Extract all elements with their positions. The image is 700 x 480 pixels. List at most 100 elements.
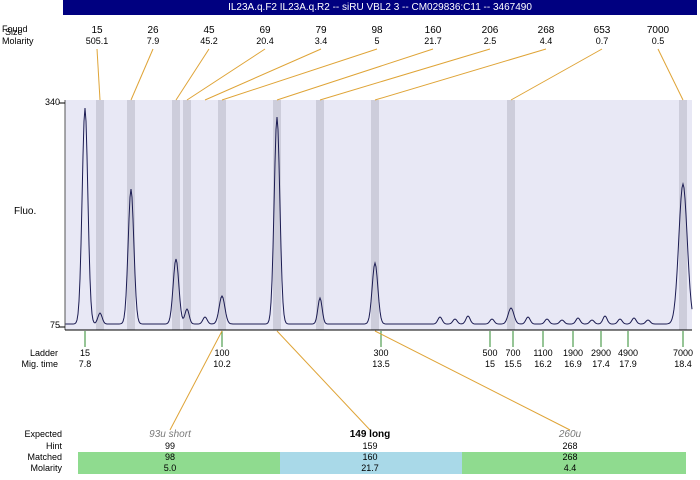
size-connector-line bbox=[657, 48, 684, 101]
molarity-label: Molarity bbox=[2, 36, 34, 46]
size-connector-line bbox=[374, 48, 547, 101]
found-size-label: 98 bbox=[371, 25, 383, 36]
fluo-axis-label: Fluo. bbox=[14, 206, 37, 217]
ladder-migtime-label: 17.4 bbox=[592, 359, 610, 369]
size-connector-line bbox=[510, 48, 603, 101]
peak-region-band bbox=[127, 100, 135, 330]
ladder-migtime-label: 13.5 bbox=[372, 359, 390, 369]
y-min-label: 75 bbox=[49, 320, 60, 330]
hint-value: 268 bbox=[562, 441, 578, 451]
found-molarity-label: 4.4 bbox=[539, 36, 553, 46]
peak-region-band bbox=[218, 100, 226, 330]
found-molarity-label: 2.5 bbox=[483, 36, 497, 46]
matched-row-bg-right bbox=[462, 452, 686, 463]
found-molarity-label: 21.7 bbox=[424, 36, 442, 46]
found-molarity-label: 45.2 bbox=[200, 36, 218, 46]
matched-row-header: Matched bbox=[27, 452, 62, 462]
ladder-size-label: 1900 bbox=[562, 348, 584, 358]
expected-row-header: Expected bbox=[24, 429, 62, 439]
found-molarity-label: 3.4 bbox=[314, 36, 328, 46]
molarity-row-header: Molarity bbox=[30, 463, 62, 473]
size-connector-line bbox=[130, 48, 154, 101]
ladder-migtime-label: 10.2 bbox=[213, 359, 231, 369]
size-connector-line bbox=[276, 48, 434, 101]
peak-region-band bbox=[183, 100, 191, 330]
hint-value: 159 bbox=[362, 441, 378, 451]
found-molarity-label: 0.5 bbox=[651, 36, 665, 46]
expected-connector-line bbox=[276, 330, 371, 431]
found-size-label: 160 bbox=[424, 25, 442, 36]
found-size-label: 206 bbox=[481, 25, 499, 36]
found-molarity-label: 20.4 bbox=[256, 36, 274, 46]
peak-region-band bbox=[96, 100, 104, 330]
matched-row-bg-middle bbox=[280, 452, 462, 463]
found-size-label: 268 bbox=[537, 25, 555, 36]
title-bar: IL23A.q.F2 IL23A.q.R2 -- siRU VBL2 3 -- … bbox=[63, 0, 697, 15]
ladder-size-label: 700 bbox=[505, 348, 521, 358]
found-molarity-label: 0.7 bbox=[595, 36, 609, 46]
size-connector-line bbox=[221, 48, 378, 101]
ladder-migtime-label: 17.9 bbox=[619, 359, 637, 369]
matched-value: 268 bbox=[562, 452, 578, 462]
peak-region-band bbox=[507, 100, 515, 330]
peak-region-band bbox=[172, 100, 180, 330]
size-connector-line bbox=[204, 48, 322, 101]
found-size-label: 79 bbox=[315, 25, 327, 36]
mig-time-row-label: Mig. time bbox=[21, 359, 58, 369]
expected-value: 149 long bbox=[349, 429, 391, 440]
found-label: Found bbox=[2, 24, 28, 34]
ladder-size-label: 15 bbox=[79, 348, 91, 358]
ladder-migtime-label: 15.5 bbox=[504, 359, 522, 369]
molarity-value: 5.0 bbox=[163, 463, 177, 473]
ladder-migtime-label: 15 bbox=[484, 359, 496, 369]
ladder-size-label: 7000 bbox=[672, 348, 694, 358]
size-connector-line bbox=[175, 48, 210, 101]
hint-value: 99 bbox=[164, 441, 176, 451]
expected-value: 260u bbox=[558, 429, 582, 440]
ladder-size-label: 4900 bbox=[617, 348, 639, 358]
expected-value: 93u short bbox=[149, 429, 191, 440]
ladder-migtime-label: 7.8 bbox=[78, 359, 92, 369]
molarity-row-bg-middle bbox=[280, 463, 462, 474]
found-size-label: 69 bbox=[259, 25, 271, 36]
ladder-size-label: 100 bbox=[214, 348, 230, 358]
size-connector-line bbox=[319, 48, 491, 101]
found-size-label: 26 bbox=[147, 25, 159, 36]
found-size-label: 653 bbox=[593, 25, 611, 36]
hint-row-header: Hint bbox=[45, 441, 62, 451]
molarity-row-bg-left bbox=[78, 463, 280, 474]
size-label: Size bbox=[5, 27, 23, 37]
found-molarity-label: 505.1 bbox=[85, 36, 109, 46]
ladder-migtime-label: 18.4 bbox=[674, 359, 692, 369]
y-max-label: 340 bbox=[44, 97, 60, 107]
peak-region-band bbox=[371, 100, 379, 330]
ladder-size-label: 1100 bbox=[533, 348, 553, 358]
peak-region-band bbox=[679, 100, 687, 330]
expected-connector-line bbox=[374, 330, 571, 431]
molarity-value: 4.4 bbox=[563, 463, 577, 473]
size-connector-line bbox=[96, 48, 101, 101]
molarity-row-bg-right bbox=[462, 463, 686, 474]
peak-region-band bbox=[273, 100, 281, 330]
found-size-label: 15 bbox=[91, 25, 103, 36]
molarity-value: 21.7 bbox=[361, 463, 379, 473]
found-molarity-label: 7.9 bbox=[146, 36, 160, 46]
matched-value: 160 bbox=[362, 452, 378, 462]
ladder-size-label: 2900 bbox=[590, 348, 612, 358]
size-connector-line bbox=[186, 48, 266, 101]
found-size-label: 45 bbox=[203, 25, 215, 36]
expected-connector-line bbox=[169, 330, 223, 431]
found-molarity-label: 5 bbox=[374, 36, 380, 46]
ladder-size-label: 500 bbox=[482, 348, 498, 358]
fluorescence-trace bbox=[65, 107, 693, 325]
title-text: IL23A.q.F2 IL23A.q.R2 -- siRU VBL2 3 -- … bbox=[228, 2, 532, 13]
matched-row-bg-left bbox=[78, 452, 280, 463]
ladder-row-label: Ladder bbox=[29, 348, 58, 358]
found-size-label: 7000 bbox=[646, 25, 670, 36]
ladder-size-label: 300 bbox=[373, 348, 389, 358]
peak-region-band bbox=[316, 100, 324, 330]
matched-value: 98 bbox=[164, 452, 176, 462]
ladder-migtime-label: 16.9 bbox=[564, 359, 582, 369]
